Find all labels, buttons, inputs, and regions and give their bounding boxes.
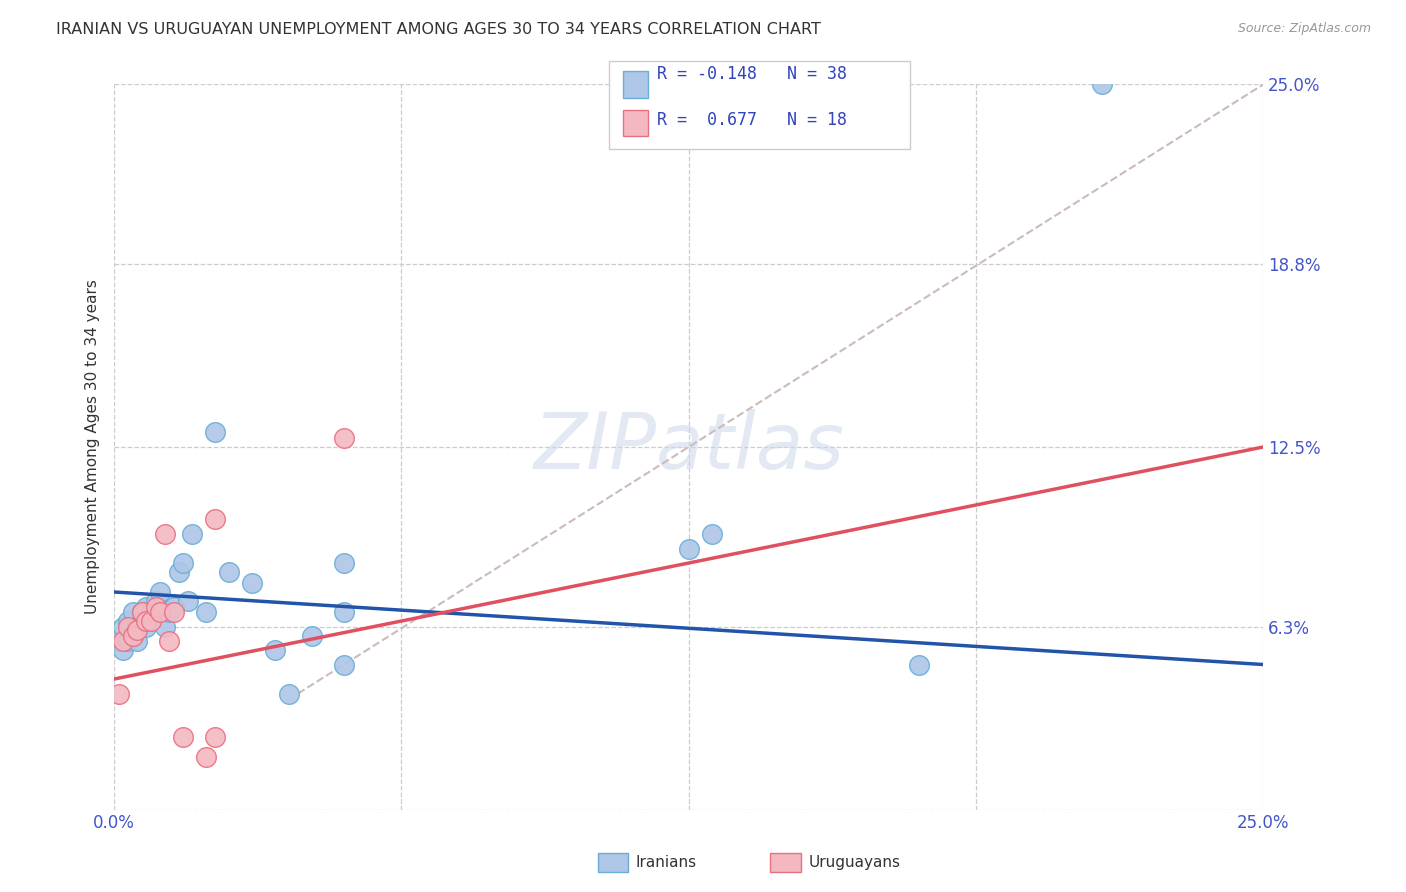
Point (157, 634, 180, 648)
Point (157, 605, 180, 619)
Point (907, 657, 929, 672)
Point (149, 605, 172, 619)
Point (131, 614, 153, 628)
Text: IRANIAN VS URUGUAYAN UNEMPLOYMENT AMONG AGES 30 TO 34 YEARS CORRELATION CHART: IRANIAN VS URUGUAYAN UNEMPLOYMENT AMONG … (56, 22, 821, 37)
Point (678, 541, 700, 556)
Point (131, 605, 153, 619)
Point (135, 599, 157, 614)
Point (107, 634, 129, 648)
Point (1091, 78, 1114, 92)
Text: ZIPatlas: ZIPatlas (533, 409, 844, 485)
Text: Iranians: Iranians (636, 855, 696, 870)
Text: Source: ZipAtlas.com: Source: ZipAtlas.com (1237, 22, 1371, 36)
Point (333, 556, 356, 570)
Point (195, 605, 218, 619)
Point (117, 620, 139, 634)
Y-axis label: Unemployment Among Ages 30 to 34 years: Unemployment Among Ages 30 to 34 years (86, 279, 100, 615)
Text: R = -0.148   N = 38: R = -0.148 N = 38 (657, 65, 846, 83)
Point (112, 643, 135, 657)
Point (127, 620, 149, 634)
Point (121, 605, 143, 619)
Point (195, 750, 218, 764)
Point (204, 512, 226, 526)
Point (264, 643, 287, 657)
Point (333, 431, 356, 445)
Point (218, 565, 240, 579)
Point (139, 605, 162, 619)
Point (163, 599, 186, 614)
Point (107, 686, 129, 700)
Point (117, 614, 139, 628)
Point (153, 527, 176, 541)
Point (177, 593, 200, 607)
Point (181, 527, 204, 541)
Point (145, 593, 167, 607)
Point (301, 628, 323, 642)
Point (139, 614, 162, 628)
Text: Uruguayans: Uruguayans (808, 855, 900, 870)
Point (163, 605, 186, 619)
Point (700, 527, 723, 541)
Point (121, 628, 143, 642)
Point (149, 605, 172, 619)
Point (145, 599, 167, 614)
Point (112, 634, 135, 648)
Point (277, 686, 299, 700)
Point (240, 576, 263, 591)
Point (333, 605, 356, 619)
Point (127, 634, 149, 648)
Point (167, 565, 190, 579)
Point (204, 730, 226, 744)
Point (153, 620, 176, 634)
Point (112, 620, 135, 634)
Point (149, 585, 172, 599)
Point (135, 614, 157, 628)
Point (131, 605, 153, 619)
Point (117, 634, 139, 648)
Point (172, 556, 194, 570)
Point (204, 425, 226, 440)
Point (135, 620, 157, 634)
Point (172, 730, 194, 744)
Text: R =  0.677   N = 18: R = 0.677 N = 18 (657, 112, 846, 129)
Point (121, 628, 143, 642)
Point (127, 623, 149, 637)
Point (333, 657, 356, 672)
